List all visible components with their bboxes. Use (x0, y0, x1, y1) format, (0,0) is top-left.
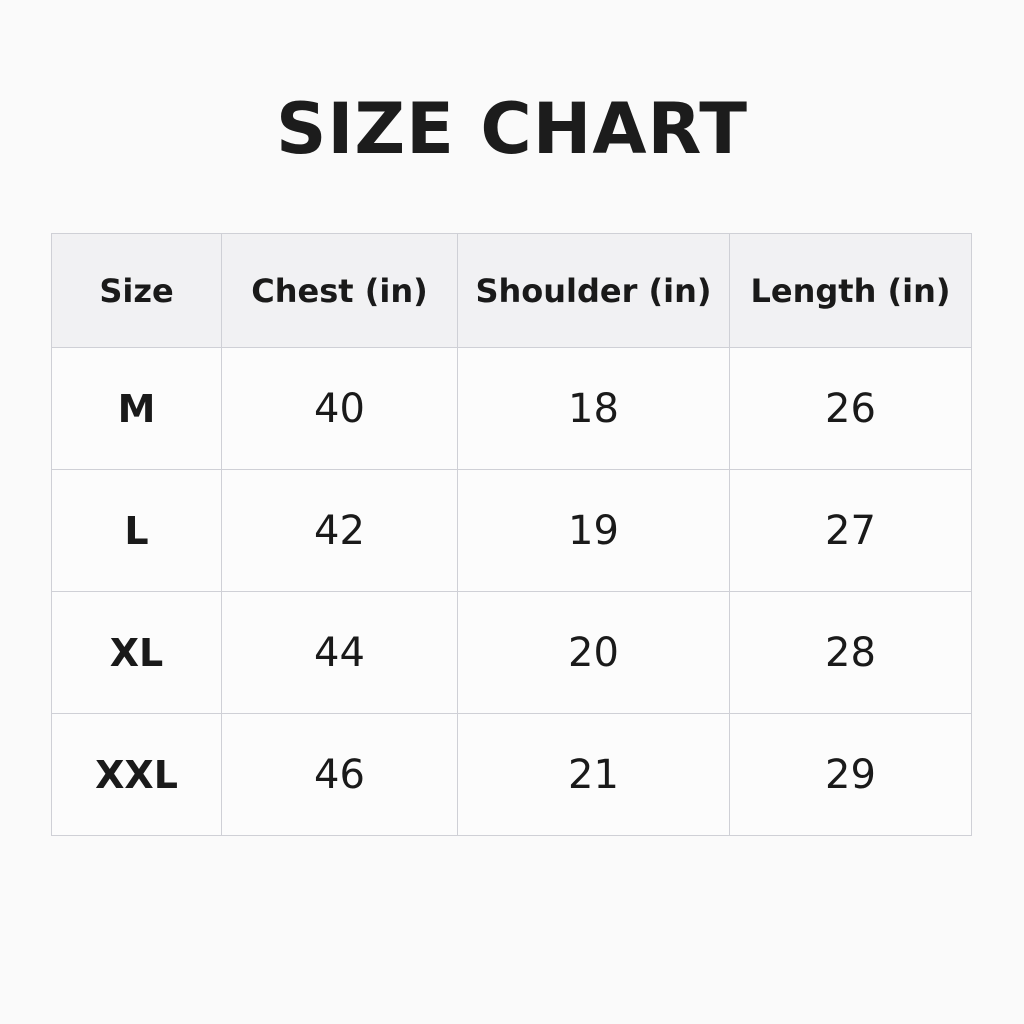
cell-length: 26 (729, 347, 972, 470)
cell-length: 27 (729, 469, 972, 592)
cell-shoulder: 18 (457, 347, 730, 470)
cell-chest: 42 (221, 469, 458, 592)
cell-shoulder: 20 (457, 591, 730, 714)
header-size: Size (51, 233, 222, 348)
cell-length: 29 (729, 713, 972, 836)
cell-size: XL (51, 591, 222, 714)
cell-chest: 44 (221, 591, 458, 714)
header-length: Length (in) (729, 233, 972, 348)
header-chest: Chest (in) (221, 233, 458, 348)
cell-length: 28 (729, 591, 972, 714)
size-chart-table: Size Chest (in) Shoulder (in) Length (in… (51, 233, 972, 836)
page-title: SIZE CHART (275, 88, 749, 170)
table-row: XXL 46 21 29 (51, 713, 972, 836)
table-row: L 42 19 27 (51, 469, 972, 592)
cell-shoulder: 21 (457, 713, 730, 836)
cell-chest: 40 (221, 347, 458, 470)
cell-chest: 46 (221, 713, 458, 836)
cell-shoulder: 19 (457, 469, 730, 592)
table-row: XL 44 20 28 (51, 591, 972, 714)
cell-size: XXL (51, 713, 222, 836)
cell-size: L (51, 469, 222, 592)
cell-size: M (51, 347, 222, 470)
table-header-row: Size Chest (in) Shoulder (in) Length (in… (51, 233, 972, 348)
table-row: M 40 18 26 (51, 347, 972, 470)
header-shoulder: Shoulder (in) (457, 233, 730, 348)
